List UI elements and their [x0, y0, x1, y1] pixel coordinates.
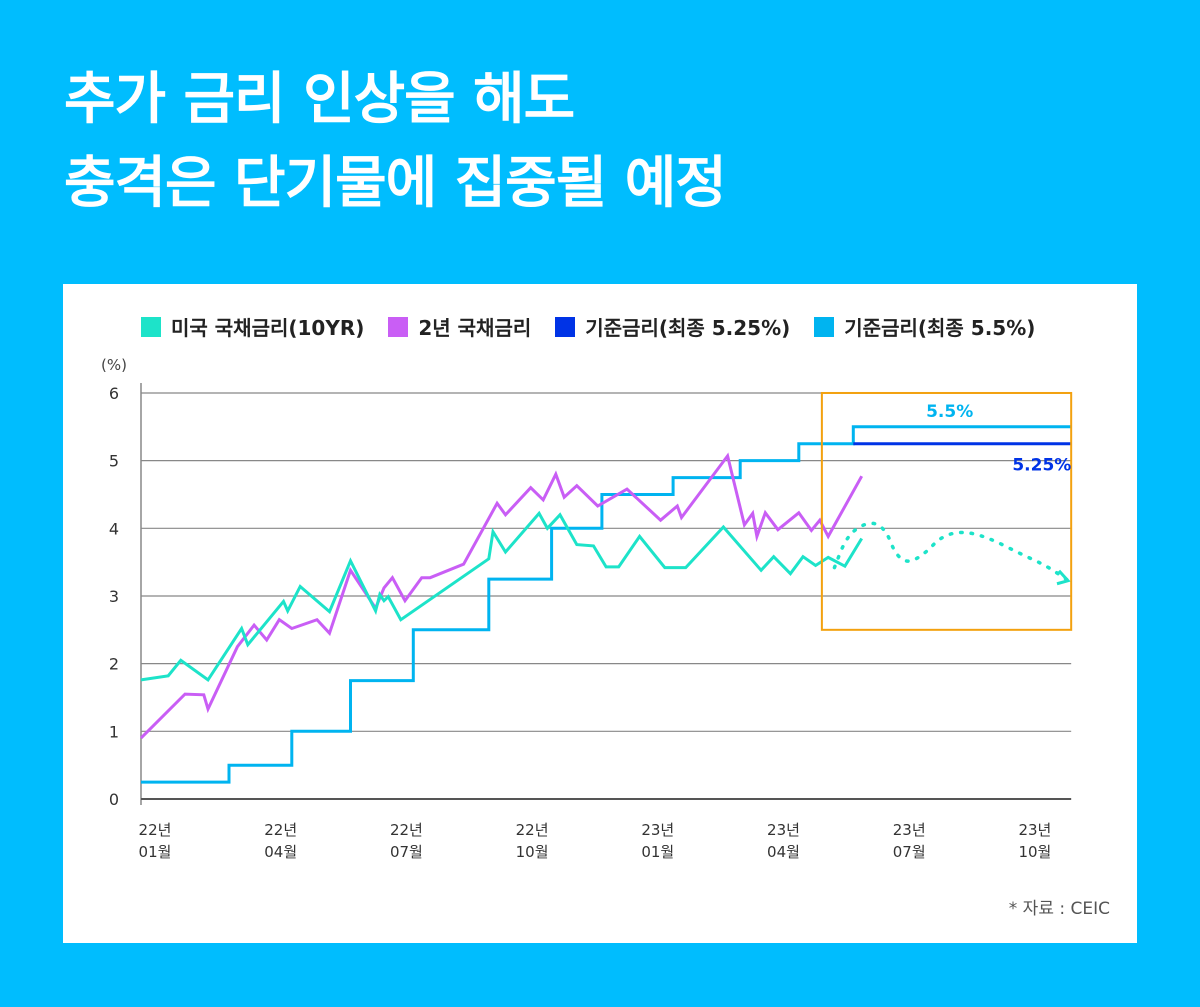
legend-swatch-fed-55	[814, 316, 835, 337]
x-tick-label-month-7: 10월	[1018, 843, 1051, 861]
y-tick-label-0: 0	[109, 790, 119, 809]
x-tick-label-year-7: 23년	[1018, 821, 1051, 839]
x-tick-label-month-4: 01월	[641, 843, 674, 861]
y-axis-unit-label: (%)	[101, 356, 127, 374]
x-tick-label-year-4: 23년	[641, 821, 674, 839]
x-tick-label-month-3: 10월	[516, 843, 549, 861]
x-tick-label-month-1: 04월	[264, 843, 297, 861]
x-tick-label-month-0: 01월	[139, 843, 172, 861]
source-note: * 자료 : CEIC	[1008, 899, 1110, 919]
x-tick-label-year-0: 22년	[139, 821, 172, 839]
x-tick-label-year-3: 22년	[516, 821, 549, 839]
legend-label-fed-55: 기준금리(최종 5.5%)	[844, 316, 1036, 340]
legend-label-us2y: 2년 국채금리	[418, 316, 532, 340]
legend-item-fed-525[interactable]: 기준금리(최종 5.25%)	[555, 312, 790, 341]
series-line-us2y	[139, 452, 864, 740]
legend-item-us10y[interactable]: 미국 국채금리(10YR)	[141, 312, 364, 341]
projection-dotted-line	[832, 521, 1069, 582]
y-tick-label-1: 1	[109, 722, 119, 741]
y-tick-label-5: 5	[109, 452, 119, 471]
label-fed-55: 5.5%	[926, 402, 973, 422]
x-tick-label-month-2: 07월	[390, 843, 423, 861]
legend-swatch-us2y	[388, 316, 409, 337]
series-line-fed-55	[141, 425, 1072, 784]
legend-label-fed-525: 기준금리(최종 5.25%)	[585, 316, 791, 340]
x-tick-label-year-6: 23년	[893, 821, 926, 839]
legend-label-us10y: 미국 국채금리(10YR)	[171, 316, 365, 340]
legend-swatch-us10y	[141, 316, 161, 337]
x-tick-label-month-6: 07월	[893, 843, 926, 861]
legend-swatch-fed-525	[555, 316, 576, 337]
legend-item-us2y[interactable]: 2년 국채금리	[388, 312, 531, 341]
y-tick-label-6: 6	[109, 384, 119, 403]
y-tick-label-2: 2	[109, 655, 119, 674]
chart-legend: 미국 국채금리(10YR) 2년 국채금리 기준금리(최종 5.25%) 기준금…	[141, 312, 1059, 341]
x-tick-label-year-1: 22년	[264, 821, 297, 839]
title-line-1: 추가 금리 인상을 해도	[64, 67, 575, 132]
y-tick-label-4: 4	[109, 519, 119, 538]
x-tick-label-year-5: 23년	[767, 821, 800, 839]
chart-card: (%) 0 1 2 3 4 5 6 22년 01월 22년 04월 22년 07월 22년 10월 23년 01월…	[63, 284, 1137, 943]
highlight-box	[820, 391, 1073, 631]
x-tick-label-year-2: 22년	[390, 821, 423, 839]
page-title: 추가 금리 인상을 해도 충격은 단기물에 집중될 예정	[64, 58, 727, 226]
projection-arrowhead-icon	[1056, 569, 1071, 586]
series-line-us10y	[140, 510, 863, 683]
legend-item-fed-55[interactable]: 기준금리(최종 5.5%)	[814, 312, 1035, 341]
label-fed-525: 5.25%	[1012, 456, 1071, 476]
line-chart: (%) 0 1 2 3 4 5 6 22년 01월 22년 04월 22년 07월 22년 10월 23년 01월…	[101, 356, 1073, 861]
title-line-2: 충격은 단기물에 집중될 예정	[64, 151, 727, 216]
y-tick-label-3: 3	[109, 587, 119, 606]
x-tick-label-month-5: 04월	[767, 843, 800, 861]
